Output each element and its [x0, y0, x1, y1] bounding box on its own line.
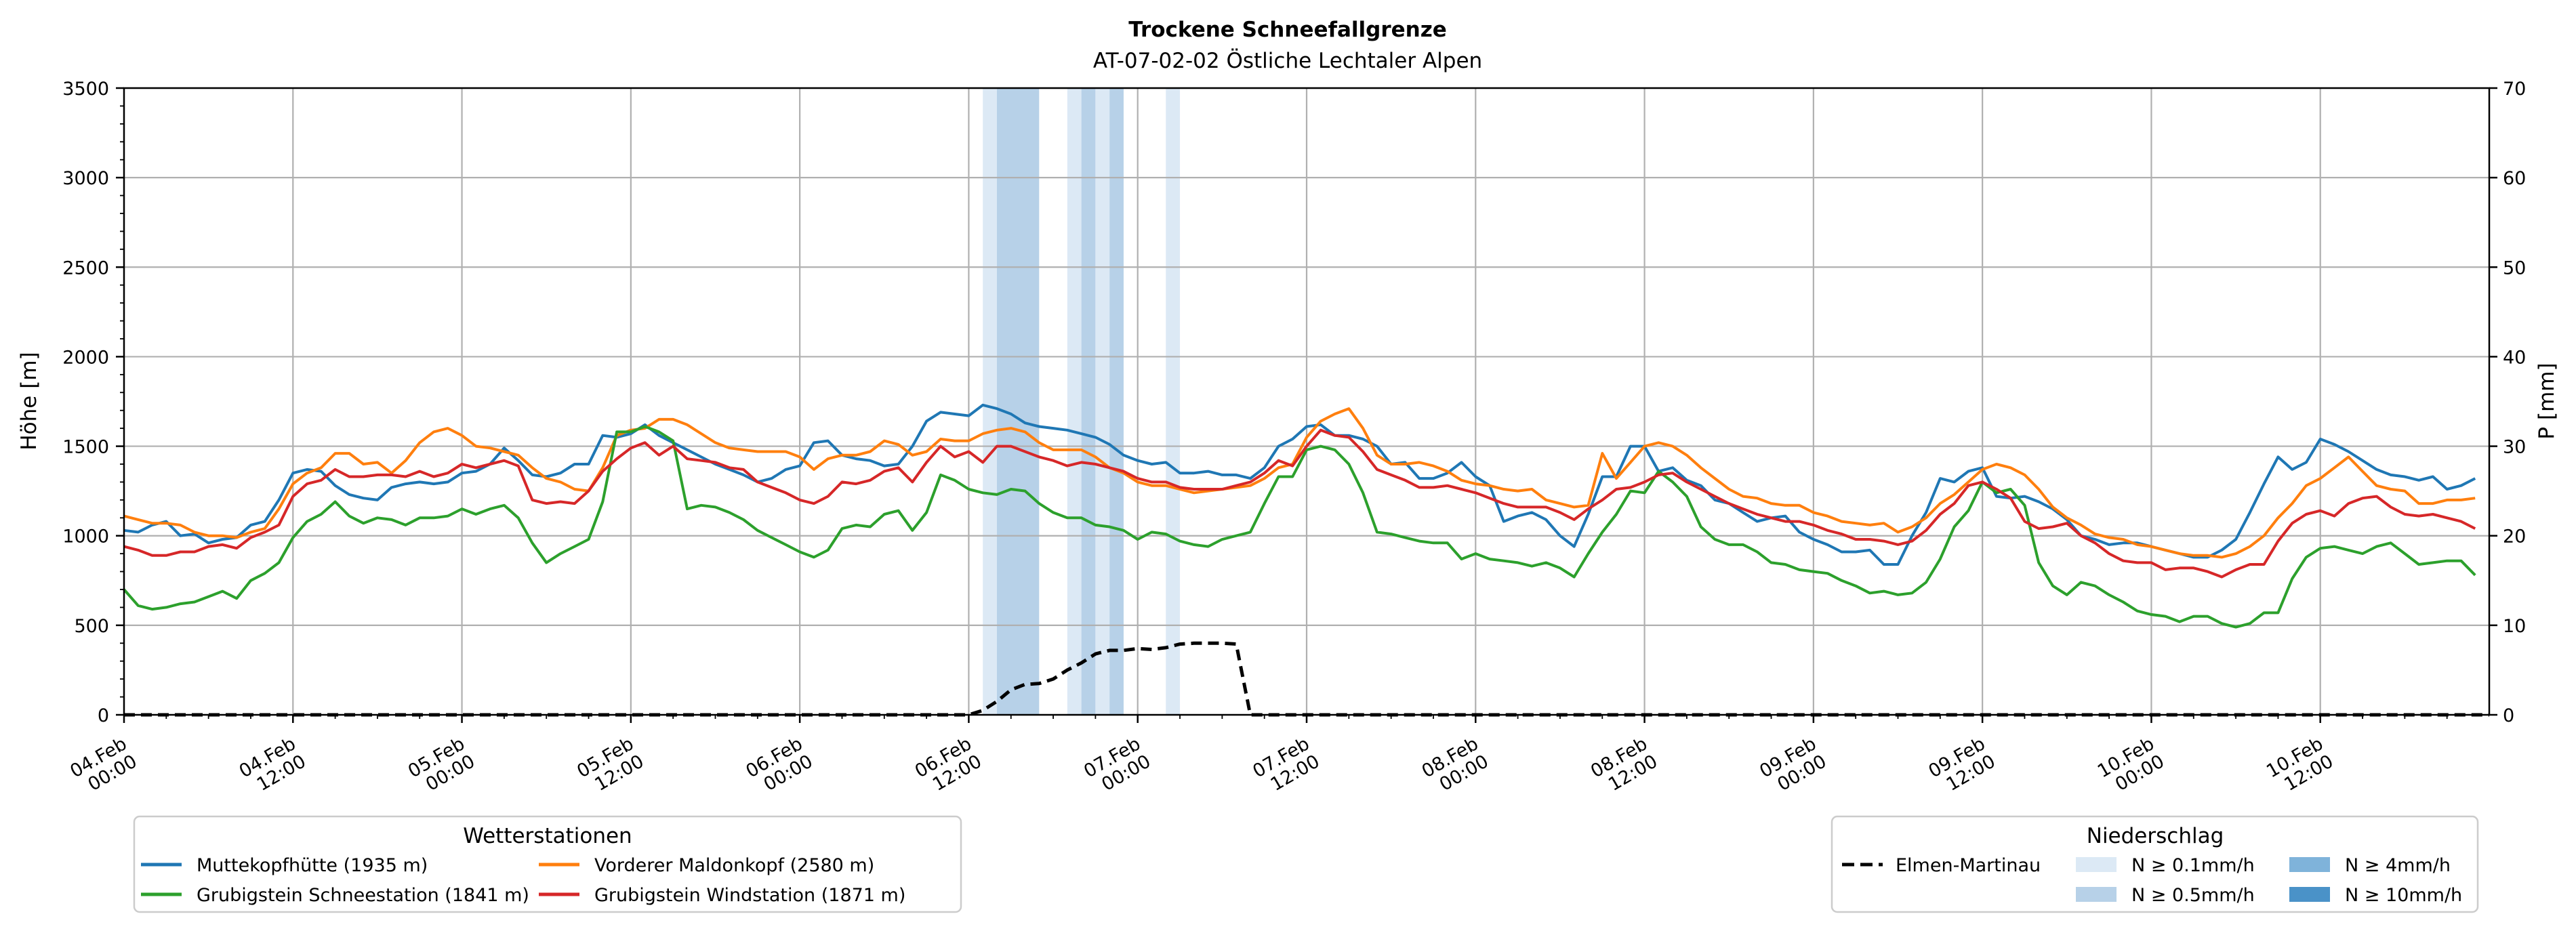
precip-band-3	[1081, 88, 1096, 715]
legend-stations: Wetterstationen Muttekopfhütte (1935 m) G…	[133, 815, 962, 913]
precip-band-6	[1166, 88, 1181, 715]
legend-precip-label-0: N ≥ 0.1mm/h	[2131, 855, 2255, 876]
precip-band-2	[1067, 88, 1082, 715]
legend-precip-items: N ≥ 0.1mm/h N ≥ 0.5mm/h N ≥ 4mm/h N ≥ 10mm/…	[2076, 855, 2462, 906]
y2-tick-label-10: 10	[2503, 616, 2526, 637]
legend-label-muttekopfhutte-1935-m: Muttekopfhütte (1935 m)	[197, 855, 428, 876]
series-line-grubigstein-schneestation-1841-m	[123, 425, 2476, 629]
legend-label-vorderer-maldonkopf-2580-m: Vorderer Maldonkopf (2580 m)	[594, 855, 874, 876]
legend-precip-label-3: N ≥ 10mm/h	[2345, 885, 2462, 906]
precip-band-5	[1109, 88, 1124, 715]
legend-precip-swatch-0	[2076, 857, 2117, 872]
legend-precipitation: Niederschlag Elmen-Martinau N ≥ 0.1mm/hN…	[1831, 815, 2479, 913]
legend-stations-items: Muttekopfhütte (1935 m) Grubigstein Schne…	[141, 855, 905, 906]
y2-tick-label-60: 60	[2503, 168, 2526, 189]
series-line-elmen-martinau	[124, 641, 2489, 717]
legend-elmen-martinau-label: Elmen-Martinau	[1896, 855, 2041, 876]
y2-tick-label-0: 0	[2503, 705, 2514, 726]
series-lines	[123, 403, 2489, 717]
precip-band-1	[983, 88, 997, 715]
y-tick-label-3500: 3500	[62, 79, 109, 100]
x-tick-label-48: 06.Feb00:00	[743, 733, 817, 800]
y2-axis-label: P [mm]	[2535, 362, 2559, 439]
y-axis-right: 0 10 20 30 40 50 60 70	[2489, 79, 2526, 726]
y-tick-label-1000: 1000	[62, 526, 109, 547]
y-tick-label-1500: 1500	[62, 437, 109, 458]
legend-precip-label-1: N ≥ 0.5mm/h	[2131, 885, 2255, 906]
precip-band-0	[996, 88, 1040, 715]
legend-precip-label-2: N ≥ 4mm/h	[2345, 855, 2451, 876]
legend-label-grubigstein-schneestation-1841-m: Grubigstein Schneestation (1841 m)	[197, 885, 529, 906]
y-axis-left: 0 500 1000 1500 2000 2500 3000 3500	[62, 79, 124, 726]
y-tick-label-500: 500	[74, 616, 109, 637]
series-line-grubigstein-windstation-1871-m	[123, 428, 2476, 579]
chart-subtitle: AT-07-02-02 Östliche Lechtaler Alpen	[1093, 48, 1482, 73]
y2-tick-label-40: 40	[2503, 347, 2526, 368]
series-line-vorderer-maldonkopf-2580-m	[123, 407, 2476, 559]
chart-title: Trockene Schneefallgrenze	[1128, 18, 1447, 42]
y2-tick-label-20: 20	[2503, 526, 2526, 547]
y2-tick-label-30: 30	[2503, 437, 2526, 458]
legend-precip-swatch-2	[2289, 857, 2330, 872]
y-axis-label: Höhe [m]	[17, 352, 41, 450]
legend-precip-title: Niederschlag	[2087, 824, 2224, 848]
y2-tick-label-50: 50	[2503, 257, 2526, 278]
y-tick-label-0: 0	[98, 705, 109, 726]
grid-lines	[124, 88, 2489, 715]
legend-precip-swatch-1	[2076, 887, 2117, 902]
legend-precip-swatch-3	[2289, 887, 2330, 902]
legend-label-grubigstein-windstation-1871-m: Grubigstein Windstation (1871 m)	[594, 885, 905, 906]
precipitation-bands	[983, 88, 1181, 715]
y-tick-label-2500: 2500	[62, 257, 109, 278]
y-tick-label-3000: 3000	[62, 168, 109, 189]
legend-stations-title: Wetterstationen	[463, 824, 632, 848]
y-tick-label-2000: 2000	[62, 347, 109, 368]
precip-band-4	[1095, 88, 1110, 715]
y2-tick-label-70: 70	[2503, 79, 2526, 100]
